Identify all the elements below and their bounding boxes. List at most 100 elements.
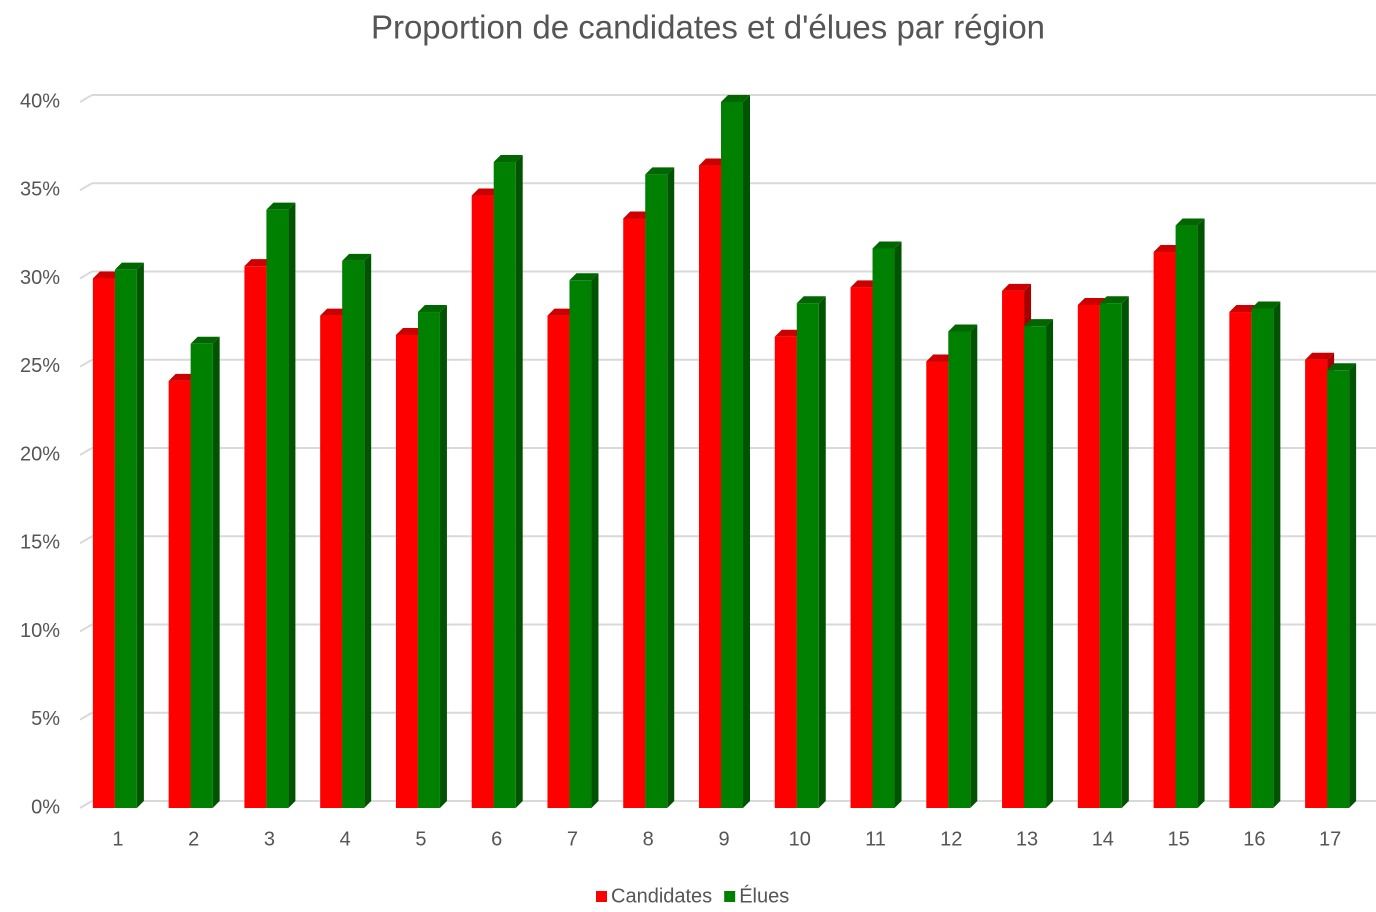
bar-top [1251,301,1281,309]
bar-side [212,336,220,808]
bar [645,174,668,809]
y-tick-label: 35% [20,179,60,201]
bar-top [92,271,122,279]
bar-top [1099,296,1129,304]
bar-side [288,202,296,809]
bar-top [948,324,978,332]
bar [266,209,289,809]
x-tick-label: 13 [1016,828,1038,850]
bar-top [471,188,501,196]
y-tick-label: 25% [20,355,60,377]
bar [1327,370,1350,808]
bar [1153,252,1176,808]
x-tick-label: 6 [491,828,502,850]
bar [190,343,213,808]
bar-top [417,305,447,313]
bar [114,269,137,808]
y-tick-label: 20% [20,443,60,465]
legend-swatch [596,891,607,902]
bar-top [1024,319,1054,327]
bar [774,336,797,808]
bar [569,280,592,808]
bar [1229,312,1252,808]
y-tick-label: 10% [20,620,60,642]
bar-top [1305,352,1335,360]
bar-top [547,308,577,316]
x-tick-label: 12 [940,828,962,850]
x-tick-label: 9 [718,828,729,850]
x-tick-label: 10 [789,828,811,850]
bar-side [136,262,144,808]
bar-top [168,373,198,381]
bar [721,102,743,808]
x-tick-label: 7 [567,828,578,850]
grid-line-depth [79,358,93,368]
legend-label: Candidates [611,885,712,907]
bar-top [395,327,425,335]
bar [320,315,343,808]
grid-line-depth [79,711,93,721]
bar [342,260,365,809]
bar [1099,303,1122,808]
bar-top [266,202,296,210]
bar [1077,304,1100,808]
grid-line-depth [79,182,93,192]
bar-top [699,158,728,166]
x-tick-label: 8 [643,828,654,850]
bar-top [1229,305,1259,313]
x-tick-label: 4 [340,828,351,850]
bar [395,334,418,808]
legend-label: Élues [739,884,789,907]
x-tick-label: 5 [415,828,426,850]
x-tick-label: 1 [112,828,123,850]
bar-top [1077,297,1107,305]
grid-line-depth [79,800,93,809]
bar-top [569,273,599,281]
x-tick-label: 14 [1092,828,1114,850]
bar-top [872,241,902,249]
bar [850,287,873,808]
x-tick-label: 15 [1167,828,1189,850]
bar [926,361,949,808]
y-tick-label: 15% [20,532,60,554]
bar-top [796,296,826,304]
bar-side [1046,319,1054,808]
grid-line-depth [79,94,93,103]
bar-top [926,354,956,362]
x-tick-label: 16 [1243,828,1265,850]
grid-line-depth [79,535,93,545]
bar-top [623,211,653,219]
bar-side [1197,218,1205,809]
bar [1251,308,1274,808]
bar [168,380,191,808]
bar-top [493,155,523,163]
bar [699,165,721,809]
x-tick-label: 17 [1319,828,1341,850]
legend-swatch [724,891,736,902]
bar-top [190,336,220,344]
x-tick-label: 3 [264,828,275,850]
bar-top [1175,218,1205,226]
bar [547,315,570,808]
bar-side [591,273,599,808]
bar [471,195,494,809]
bar-side [743,95,750,808]
bar [1002,290,1025,809]
bar-side [364,253,372,809]
grid-line-depth [79,623,93,633]
bar-top [1153,245,1183,253]
bar-top [320,308,350,316]
bar-side [515,155,523,808]
bar-top [721,95,750,102]
bar [493,162,516,808]
bar [1305,359,1328,808]
bar-top [645,167,675,175]
grid-line-depth [79,270,93,280]
bar [244,266,267,808]
y-tick-label: 40% [20,90,60,112]
y-tick-label: 30% [20,267,60,289]
bar-side [970,324,978,808]
bar-top [774,329,804,337]
bar [92,278,115,808]
